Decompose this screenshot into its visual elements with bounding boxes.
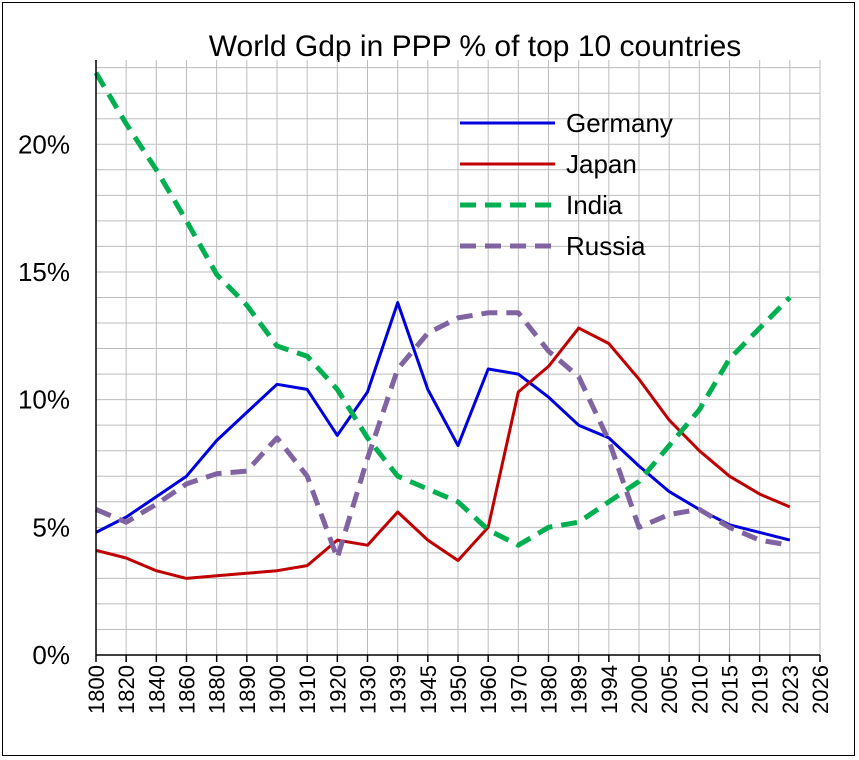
x-tick-label: 1950 [446, 665, 471, 714]
y-tick-label: 5% [32, 512, 70, 542]
y-tick-label: 10% [18, 385, 70, 415]
x-tick-label: 1994 [597, 665, 622, 714]
legend-label-india: India [566, 190, 623, 220]
x-tick-label: 2026 [808, 665, 833, 714]
x-tick-label: 2005 [657, 665, 682, 714]
axes [95, 60, 821, 662]
series-line-russia [95, 310, 791, 561]
x-tick-label: 1945 [416, 665, 441, 714]
y-tick-label: 0% [32, 640, 70, 670]
x-tick-label: 1970 [506, 665, 531, 714]
series-line-germany [95, 301, 791, 542]
x-tick-label: 1800 [84, 665, 109, 714]
x-axis-tick-labels: 1800 1820 1840 1860 1880 1890 1900 1910 1920 1930… [84, 665, 833, 714]
series-line-india [93, 71, 792, 548]
series-lines [93, 71, 792, 580]
x-tick-label: 2019 [748, 665, 773, 714]
x-tick-label: 1980 [537, 665, 562, 714]
x-tick-label: 1960 [476, 665, 501, 714]
y-axis-tick-labels: 0% 5% 10% 15% 20% [18, 129, 70, 670]
series-line-japan [95, 326, 791, 580]
x-tick-label: 2015 [718, 665, 743, 714]
x-tick-label: 1910 [295, 665, 320, 714]
chart-title: World Gdp in PPP % of top 10 countries [209, 30, 742, 63]
legend: Germany Japan India Russia [460, 108, 673, 261]
x-tick-label: 1989 [567, 665, 592, 714]
x-tick-label: 2023 [778, 665, 803, 714]
gridlines [95, 60, 821, 656]
x-tick-label: 1939 [386, 665, 411, 714]
x-tick-label: 1860 [175, 665, 200, 714]
x-tick-label: 1840 [144, 665, 169, 714]
legend-label-germany: Germany [566, 108, 673, 138]
x-tick-label: 2000 [627, 665, 652, 714]
x-tick-label: 1880 [205, 665, 230, 714]
x-tick-label: 1900 [265, 665, 290, 714]
legend-label-japan: Japan [566, 149, 637, 179]
x-tick-label: 1920 [325, 665, 350, 714]
x-tick-label: 1930 [356, 665, 381, 714]
x-tick-label: 1890 [235, 665, 260, 714]
y-tick-label: 15% [18, 257, 70, 287]
x-tick-label: 2010 [687, 665, 712, 714]
y-tick-label: 20% [18, 129, 70, 159]
x-tick-label: 1820 [114, 665, 139, 714]
legend-label-russia: Russia [566, 231, 646, 261]
